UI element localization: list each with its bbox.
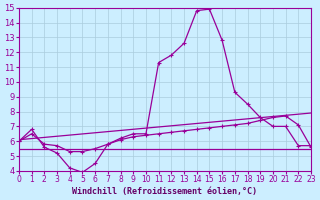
X-axis label: Windchill (Refroidissement éolien,°C): Windchill (Refroidissement éolien,°C) — [73, 187, 258, 196]
